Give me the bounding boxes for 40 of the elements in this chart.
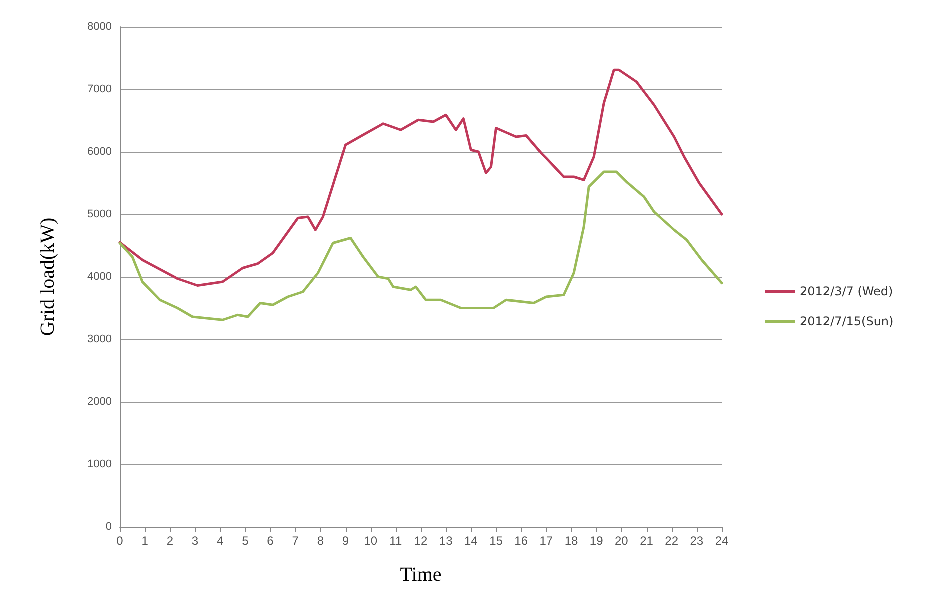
x-tick-label: 7 bbox=[292, 534, 300, 548]
y-tick-label: 2000 bbox=[88, 396, 112, 408]
x-tick-label: 0 bbox=[116, 534, 124, 548]
x-tick-label: 1 bbox=[142, 534, 149, 548]
x-tick-label: 16 bbox=[514, 534, 528, 548]
y-tick-label: 0 bbox=[106, 521, 112, 533]
x-tick-label: 20 bbox=[614, 534, 629, 548]
x-tick-label: 9 bbox=[342, 534, 350, 548]
y-tick-label: 8000 bbox=[88, 21, 112, 33]
y-tick-label: 4000 bbox=[88, 271, 112, 283]
x-tick-label: 17 bbox=[540, 534, 554, 548]
x-tick-label: 13 bbox=[439, 534, 454, 548]
x-tick-label: 23 bbox=[690, 534, 704, 548]
x-tick-label: 8 bbox=[317, 534, 324, 548]
x-tick-label: 2 bbox=[166, 534, 174, 548]
y-tick-label: 6000 bbox=[88, 146, 112, 158]
x-tick-label: 15 bbox=[490, 534, 504, 548]
y-tick-label: 3000 bbox=[88, 334, 112, 346]
line-series bbox=[118, 170, 724, 322]
x-tick-label: 12 bbox=[414, 534, 428, 548]
x-tick-label: 19 bbox=[590, 534, 604, 548]
x-tick-label: 22 bbox=[665, 534, 679, 548]
line-series bbox=[118, 68, 724, 287]
x-tick-label: 18 bbox=[564, 534, 578, 548]
x-tick-label: 24 bbox=[715, 534, 729, 548]
legend-label: 2012/3/7 (Wed) bbox=[800, 284, 894, 298]
x-tick-label: 4 bbox=[216, 534, 224, 548]
x-tick-label: 14 bbox=[464, 534, 478, 548]
x-tick-label: 10 bbox=[364, 534, 378, 548]
x-tick-label: 6 bbox=[267, 534, 274, 548]
y-tick-label: 1000 bbox=[88, 458, 112, 470]
x-tick-label: 5 bbox=[242, 534, 250, 548]
x-tick-label: 21 bbox=[640, 534, 654, 548]
y-axis-title: Grid load(kW) bbox=[37, 218, 59, 336]
x-axis-title: Time bbox=[400, 564, 442, 586]
legend-label: 2012/7/15(Sun) bbox=[800, 314, 894, 328]
x-tick-label: 11 bbox=[390, 534, 402, 548]
x-tick-label: 3 bbox=[192, 534, 199, 548]
y-tick-label: 7000 bbox=[88, 84, 112, 96]
y-tick-label: 5000 bbox=[88, 208, 112, 220]
